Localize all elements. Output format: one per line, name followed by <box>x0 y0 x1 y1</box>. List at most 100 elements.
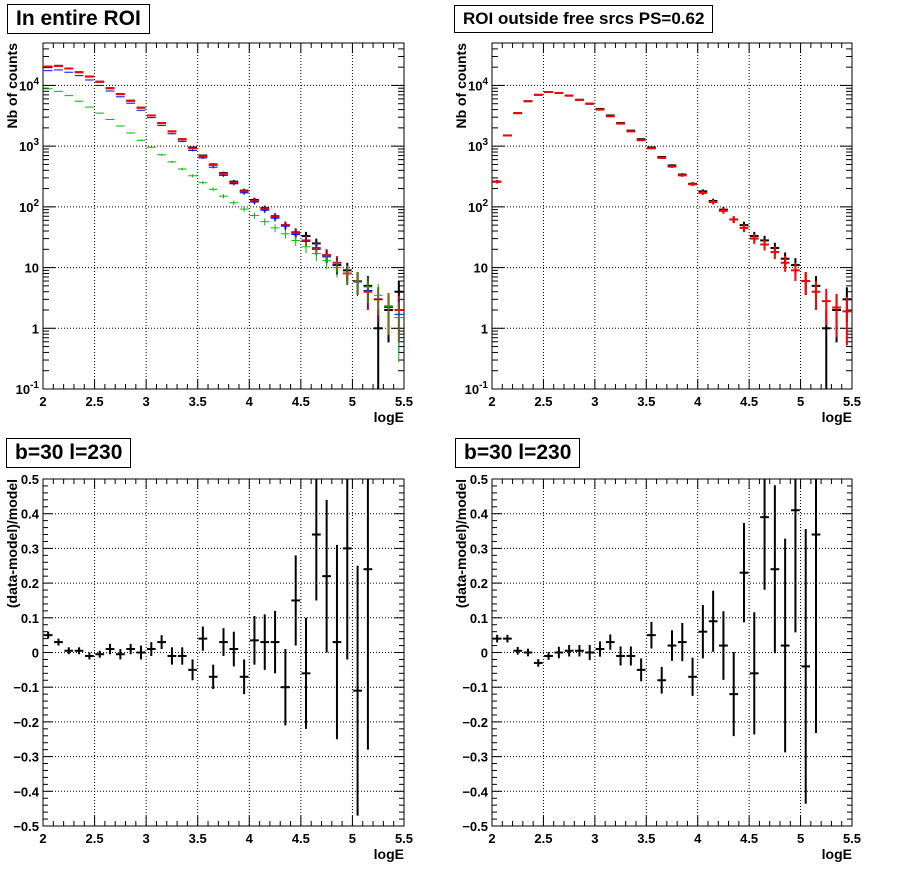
data-point <box>54 638 63 646</box>
y-tick-label: 0.5 <box>21 472 39 487</box>
data-point <box>219 194 228 199</box>
y-tick-label: 102 <box>19 198 39 215</box>
y-tick-label: 10-1 <box>465 380 489 397</box>
y-tick-label: −0.2 <box>462 715 488 730</box>
data-point <box>564 94 574 97</box>
data-point <box>626 646 636 666</box>
data-point <box>301 617 311 729</box>
x-tick-label: 2.5 <box>86 831 104 846</box>
data-point <box>311 247 321 261</box>
data-point <box>281 649 290 726</box>
data-point <box>157 153 166 156</box>
data-point <box>74 647 84 655</box>
x-tick-label: 3 <box>143 394 150 409</box>
y-tick-label: 0.3 <box>470 541 488 556</box>
x-tick-label: 3 <box>143 831 150 846</box>
data-point <box>698 604 708 659</box>
data-point <box>167 130 177 133</box>
data-point <box>64 95 74 97</box>
data-point <box>373 283 383 316</box>
data-point <box>770 246 780 260</box>
data-point <box>157 122 166 125</box>
y-axis-label: (data-model)/model <box>4 479 20 608</box>
data-point <box>503 634 512 643</box>
y-tick-label: 103 <box>19 137 39 154</box>
data-point <box>167 647 177 665</box>
data-point <box>105 643 115 655</box>
data-point <box>616 646 625 666</box>
data-point <box>719 208 728 214</box>
y-tick-label: 0.2 <box>21 576 39 591</box>
data-point <box>811 281 821 311</box>
data-point <box>811 479 821 734</box>
data-point <box>281 229 290 239</box>
data-point <box>136 109 146 111</box>
y-tick-label: 0.1 <box>21 611 39 626</box>
data-point <box>585 644 595 661</box>
data-point <box>575 645 584 657</box>
data-point <box>105 87 115 90</box>
data-point <box>115 96 125 98</box>
data-point <box>363 277 373 304</box>
data-point <box>513 112 523 115</box>
data-point <box>332 260 342 278</box>
y-tick-label: 0.5 <box>470 472 488 487</box>
x-tick-label: 4 <box>246 831 254 846</box>
data-point <box>523 100 533 103</box>
data-point <box>239 659 249 695</box>
data-point <box>332 544 342 740</box>
y-tick-label: −0.5 <box>462 819 488 834</box>
chart-title-residuals-left: b=30 l=230 <box>6 438 132 468</box>
data-point <box>229 182 239 186</box>
data-point <box>115 649 125 660</box>
y-tick-label: 10 <box>25 261 39 276</box>
y-tick-label: 0.4 <box>470 507 489 522</box>
panel-residuals-right: 2 2.5 3 3.5 4 4.5 5 5.5 −0.5 −0.4 −0.3 −0.2 −0.1 0 0.1… <box>453 472 861 862</box>
data-point <box>85 106 94 108</box>
data-point <box>198 626 208 651</box>
data-point <box>136 106 146 109</box>
data-point <box>208 187 218 192</box>
data-point <box>801 528 811 804</box>
data-point <box>688 182 697 187</box>
data-point <box>585 102 595 105</box>
x-tick-label: 4.5 <box>292 394 310 409</box>
y-tick-label: 1 <box>32 321 39 336</box>
data-point <box>595 108 605 111</box>
chart-title-entire-roi: In entire ROI <box>7 4 150 34</box>
y-tick-label: 0 <box>481 646 488 661</box>
chart-title-outside-free-srcs: ROI outside free srcs PS=0.62 <box>454 5 714 33</box>
data-point <box>177 167 187 171</box>
data-point <box>188 659 197 681</box>
data-point <box>554 646 564 659</box>
data-point <box>533 93 543 96</box>
x-tick-label: 2 <box>39 831 46 846</box>
x-tick-label: 4.5 <box>740 831 758 846</box>
y-tick-label: 103 <box>468 137 488 154</box>
data-point <box>363 479 373 750</box>
panel-counts-entire-roi: 2 2.5 3 3.5 4 4.5 5 5.5 10-1 1 10 102 103 104 logE Nb o… <box>4 42 413 425</box>
panel-residuals-left: 2 2.5 3 3.5 4 4.5 5 5.5 −0.5 −0.4 −0.3 −0.2 −0.1 0 0.1… <box>4 472 413 862</box>
y-axis-label: Nb of counts <box>4 43 20 129</box>
data-point <box>657 666 667 694</box>
data-point <box>208 165 218 169</box>
x-tick-label: 2 <box>488 394 495 409</box>
data-point <box>739 224 749 233</box>
data-point <box>136 645 146 660</box>
y-tick-label: 0.1 <box>470 611 488 626</box>
y-tick-label: 0 <box>32 646 39 661</box>
y-tick-label: 1 <box>481 321 488 336</box>
y-tick-label: −0.3 <box>13 750 39 765</box>
x-tick-label: 3 <box>591 394 598 409</box>
data-point <box>595 641 605 657</box>
data-point <box>115 93 125 96</box>
data-point <box>219 628 228 656</box>
data-point <box>95 650 105 658</box>
panel-counts-outside-free-srcs: 2 2.5 3 3.5 4 4.5 5 5.5 10-1 1 10 102 103 104 logE Nb o… <box>453 42 861 425</box>
data-point <box>85 652 94 660</box>
y-tick-label: −0.4 <box>462 784 488 799</box>
data-point <box>322 254 332 270</box>
data-point <box>157 124 166 126</box>
data-point <box>384 292 393 335</box>
